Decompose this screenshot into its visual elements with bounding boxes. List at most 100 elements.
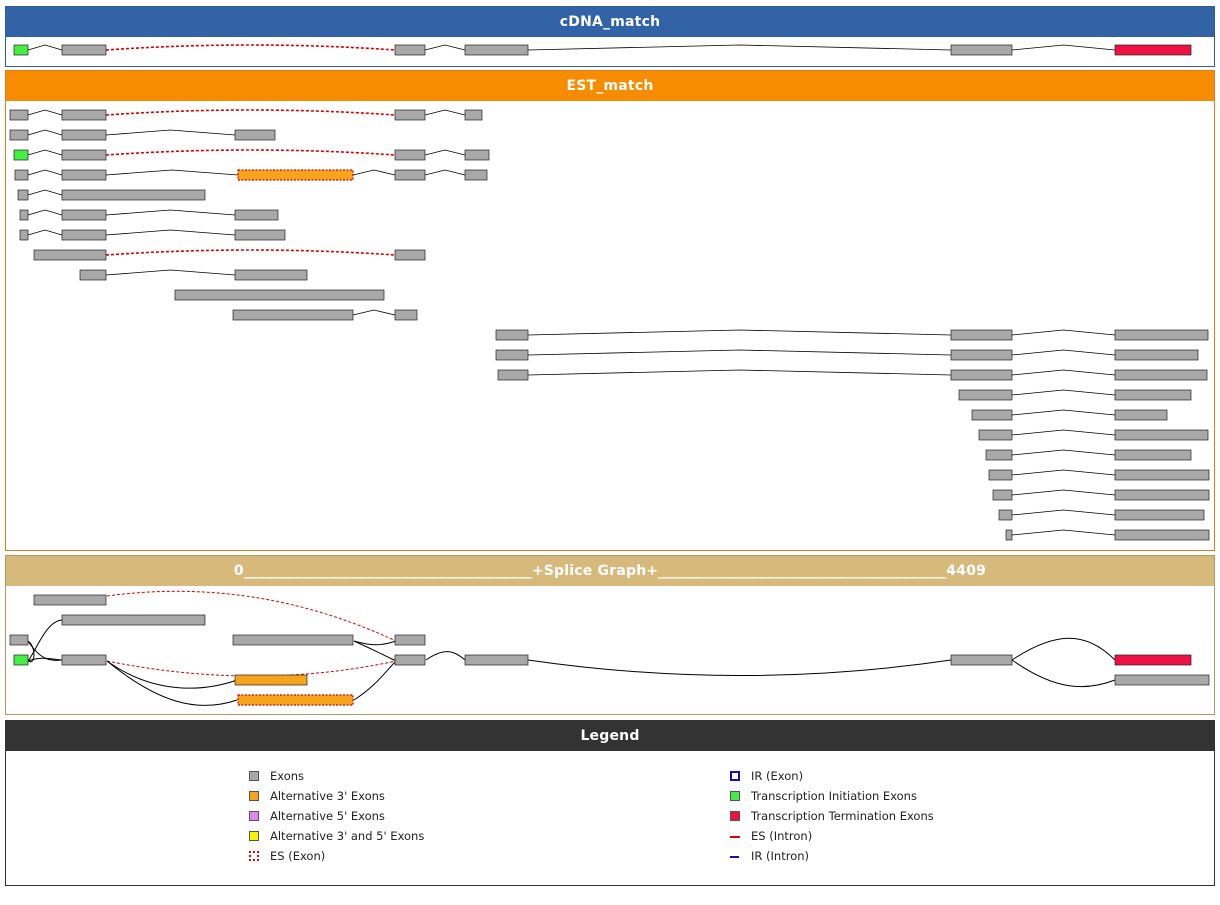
exon-swatch (249, 771, 259, 781)
term-exon (1114, 44, 1192, 56)
transcript-row (497, 369, 1208, 381)
intron (27, 229, 63, 236)
exon-exon (232, 309, 354, 321)
exon-exon (1114, 409, 1168, 421)
transcript-row (14, 169, 488, 181)
exon-exon (497, 369, 529, 381)
intron (27, 209, 63, 216)
exon-exon (1005, 529, 1013, 541)
exon-exon (394, 249, 426, 261)
es-intron (105, 44, 396, 51)
exon-exon (394, 44, 426, 56)
intron (105, 269, 236, 276)
exon-exon (61, 109, 107, 121)
exon (1114, 674, 1210, 686)
intron (424, 44, 466, 51)
transcript-row (174, 289, 385, 301)
exon-exon (992, 489, 1013, 501)
exon-exon (61, 189, 206, 201)
intron (105, 129, 236, 136)
intron (352, 169, 396, 176)
init-exon (13, 654, 29, 666)
splice-graph-header: 0_______________________________________… (6, 556, 1214, 586)
intron (424, 149, 466, 156)
intron (527, 329, 952, 336)
es-intron (105, 109, 396, 116)
exon-exon (1114, 369, 1208, 381)
intron-arc (106, 660, 238, 689)
exon-exon (9, 109, 29, 121)
legend-label: Alternative 3' and 5' Exons (270, 829, 425, 843)
exon-exon (971, 409, 1013, 421)
exon (61, 614, 206, 626)
intron (27, 109, 63, 116)
exon-exon (464, 149, 490, 161)
exon-exon (1114, 389, 1192, 401)
exon-exon (950, 349, 1013, 361)
exon (950, 654, 1013, 666)
legend-label: Transcription Termination Exons (751, 809, 934, 823)
exon-exon (1114, 509, 1205, 521)
legend-label: Alternative 3' Exons (270, 789, 385, 803)
exon (61, 654, 107, 666)
exon-exon (234, 209, 279, 221)
intron (1011, 349, 1116, 356)
transcript-row (992, 489, 1210, 501)
intron (27, 149, 63, 156)
exon-exon (79, 269, 107, 281)
exon-exon (464, 169, 488, 181)
exon-exon (61, 44, 107, 56)
exon (232, 634, 354, 646)
exon-exon (950, 369, 1013, 381)
exon-exon (1114, 529, 1210, 541)
legend-label: Exons (270, 769, 305, 783)
term-swatch (730, 811, 740, 821)
exon-exon (234, 229, 286, 241)
intron-arc (27, 640, 35, 663)
init-exon (13, 149, 29, 161)
transcript-row (17, 189, 206, 201)
exon-exon (17, 189, 29, 201)
legend-label: IR (Intron) (751, 849, 809, 863)
intron (1011, 489, 1116, 496)
alt5-swatch (249, 811, 259, 821)
exon-exon (394, 109, 426, 121)
es-intron-arc (106, 590, 397, 642)
legend-label: IR (Exon) (751, 769, 804, 783)
intron-arc (425, 651, 466, 661)
exon-exon (1114, 429, 1209, 441)
alt3-es-exon (237, 169, 354, 181)
splice-graph-exons (9, 594, 1210, 706)
transcript-row (9, 129, 276, 141)
transcript-row (79, 269, 308, 281)
intron (527, 349, 952, 356)
transcript-row (978, 429, 1209, 441)
exon-exon (61, 149, 107, 161)
exon-exon (394, 169, 426, 181)
intron (105, 229, 236, 236)
exon-exon (9, 129, 29, 141)
intron (27, 189, 63, 196)
exon-exon (950, 329, 1013, 341)
alt3-exon (234, 674, 308, 686)
exon-exon (988, 469, 1013, 481)
est-match-track (9, 109, 1210, 541)
transcript-row (958, 389, 1192, 401)
intron-arc (1011, 659, 1116, 688)
exon-exon (234, 129, 276, 141)
cdna-match-track (13, 44, 1192, 56)
intron-arc (353, 660, 397, 701)
es-intron (105, 249, 396, 256)
intron (1011, 429, 1116, 436)
intron-arc (1011, 637, 1116, 661)
alt35-swatch (249, 831, 259, 841)
intron (27, 129, 63, 136)
transcript-row (495, 329, 1209, 341)
intron (27, 44, 63, 51)
transcript-row (971, 409, 1168, 421)
term-exon (1114, 654, 1192, 666)
splice-graph-panel: 0_______________________________________… (5, 555, 1215, 715)
alt3-es-exon (237, 694, 354, 706)
exon-exon (1114, 469, 1210, 481)
intron (424, 109, 466, 116)
